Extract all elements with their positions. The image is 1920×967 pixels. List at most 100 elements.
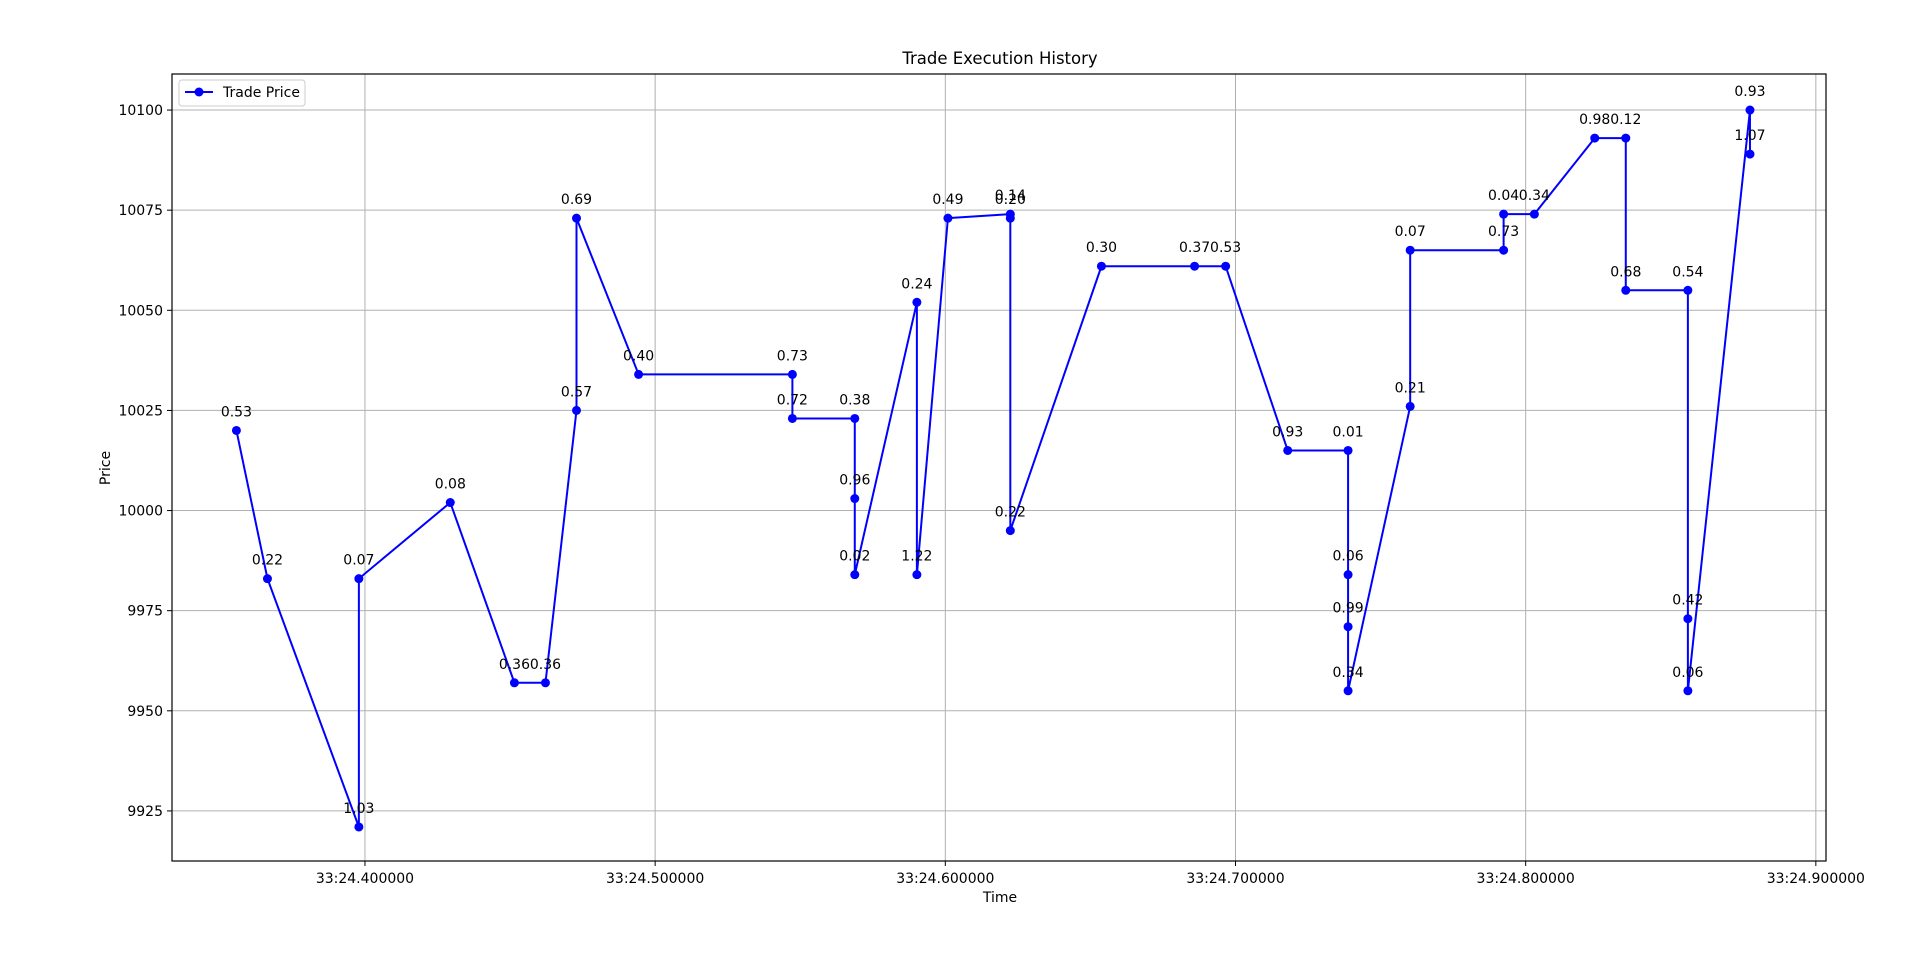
data-label: 0.93	[1734, 84, 1765, 100]
data-label: 0.01	[1332, 424, 1363, 440]
y-tick-label: 10050	[118, 303, 163, 319]
data-point	[1745, 105, 1755, 115]
data-label: 0.02	[839, 549, 870, 565]
data-point	[1745, 149, 1755, 159]
data-label: 0.38	[839, 392, 870, 408]
y-tick-label: 9950	[127, 704, 163, 720]
legend-marker-swatch	[194, 87, 204, 97]
x-tick-label: 33:24.700000	[1186, 871, 1284, 887]
plot-area	[171, 73, 1827, 862]
data-label: 0.73	[1488, 224, 1519, 240]
data-label: 1.22	[901, 549, 932, 565]
data-point	[509, 678, 519, 688]
data-point	[572, 405, 582, 415]
data-label: 0.98	[1579, 112, 1610, 128]
data-label: 0.49	[932, 192, 963, 208]
data-label: 1.03	[343, 801, 374, 817]
x-tick-label: 33:24.400000	[316, 871, 414, 887]
data-point	[1499, 245, 1509, 255]
legend-label: Trade Price	[222, 85, 300, 101]
data-label: 0.40	[623, 348, 654, 364]
data-point	[1005, 213, 1015, 223]
y-tick-label: 10100	[118, 103, 163, 119]
chart-title: Trade Execution History	[901, 49, 1098, 68]
data-label: 0.30	[1086, 240, 1117, 256]
data-label: 0.07	[343, 553, 374, 569]
data-label: 0.04	[1488, 188, 1519, 204]
data-label: 0.37	[1179, 240, 1210, 256]
data-label: 0.14	[995, 188, 1026, 204]
series-line	[235, 109, 1751, 828]
data-point	[1343, 570, 1353, 580]
data-point	[1190, 261, 1200, 271]
data-label: 0.06	[1332, 549, 1363, 565]
data-point	[912, 570, 922, 580]
data-point	[1221, 261, 1231, 271]
data-point	[1529, 209, 1539, 219]
y-axis-title: Price	[98, 451, 114, 485]
x-tick-label: 33:24.500000	[606, 871, 704, 887]
data-point	[1343, 686, 1353, 696]
y-tick-label: 10025	[118, 403, 163, 419]
x-axis-title: Time	[982, 890, 1017, 906]
x-axis: 33:24.400000 33:24.500000 33:24.600000 33:2…	[316, 861, 1865, 887]
legend-frame	[178, 79, 306, 107]
series-trade-price	[231, 105, 1755, 832]
data-label: 0.34	[1519, 188, 1550, 204]
y-tick-label: 10075	[118, 203, 163, 219]
data-point	[445, 498, 455, 508]
data-point	[1621, 285, 1631, 295]
data-label: 0.96	[839, 473, 870, 489]
data-point	[1590, 133, 1600, 143]
data-point	[1621, 133, 1631, 143]
data-point	[1005, 526, 1015, 536]
data-point	[231, 425, 241, 435]
legend: Trade Price	[178, 79, 306, 107]
y-axis: 9925 9950 9975 10000 10025 10050 10075 10100	[118, 103, 172, 820]
data-label: 0.36	[499, 657, 530, 673]
data-label: 0.73	[777, 348, 808, 364]
data-point	[354, 574, 364, 584]
x-tick-label: 33:24.900000	[1767, 871, 1865, 887]
data-point	[850, 494, 860, 504]
y-tick-label: 9925	[127, 804, 163, 820]
data-point	[634, 369, 644, 379]
data-point	[1405, 401, 1415, 411]
data-point	[943, 213, 953, 223]
data-point	[912, 297, 922, 307]
data-label: 0.68	[1610, 264, 1641, 280]
data-label: 0.69	[561, 192, 592, 208]
y-tick-label: 9975	[127, 604, 163, 620]
data-label: 0.53	[221, 404, 252, 420]
data-label: 0.21	[1395, 380, 1426, 396]
data-point	[850, 413, 860, 423]
data-label: 0.93	[1272, 424, 1303, 440]
data-label: 0.06	[1672, 665, 1703, 681]
data-point	[1683, 285, 1693, 295]
data-point	[787, 369, 797, 379]
data-label: 0.34	[1332, 665, 1363, 681]
grid	[172, 74, 1826, 861]
data-label: 0.22	[995, 505, 1026, 521]
data-label: 0.72	[777, 392, 808, 408]
data-point	[540, 678, 550, 688]
x-tick-label: 33:24.600000	[896, 871, 994, 887]
data-point	[1683, 614, 1693, 624]
data-label: 0.24	[901, 276, 932, 292]
point-labels: 0.53 0.22 1.03 0.07 0.08 0.36 0.36 0.57 0.69 0.40…	[221, 84, 1766, 817]
data-point	[572, 213, 582, 223]
data-label: 0.53	[1210, 240, 1241, 256]
y-tick-label: 10000	[118, 504, 163, 520]
data-label: 0.07	[1395, 224, 1426, 240]
data-point	[354, 822, 364, 832]
data-label: 0.12	[1610, 112, 1641, 128]
data-point	[1405, 245, 1415, 255]
x-tick-label: 33:24.800000	[1477, 871, 1575, 887]
data-point	[1283, 445, 1293, 455]
data-point	[1343, 622, 1353, 632]
data-label: 0.22	[252, 553, 283, 569]
data-label: 0.42	[1672, 593, 1703, 609]
data-point	[1343, 445, 1353, 455]
